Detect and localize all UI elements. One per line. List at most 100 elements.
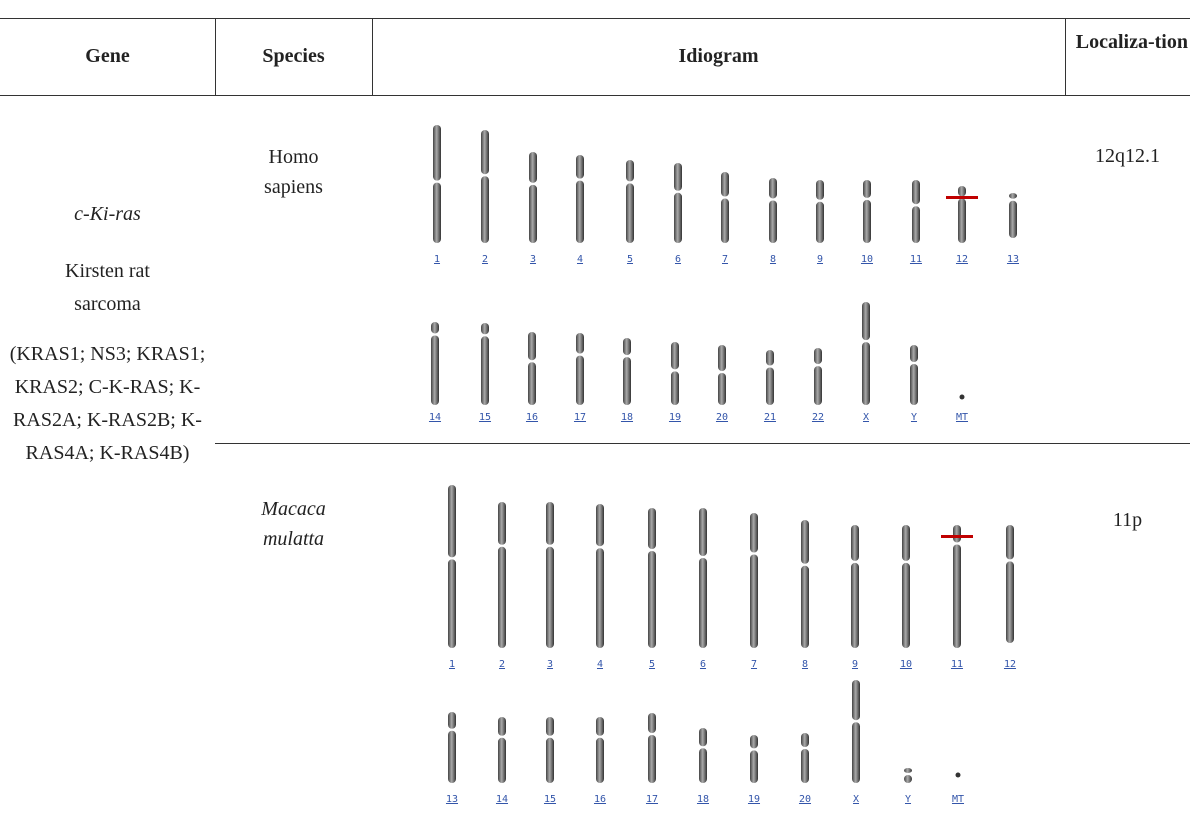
p-arm — [801, 520, 809, 564]
chromosome-label: 20 — [716, 412, 728, 423]
p-arm — [750, 513, 758, 553]
q-arm — [623, 357, 631, 405]
p-arm — [498, 502, 506, 545]
q-arm — [862, 342, 870, 405]
chromosome — [448, 485, 456, 648]
q-arm — [529, 185, 537, 243]
p-arm — [718, 345, 726, 371]
q-arm — [766, 368, 774, 406]
chromosome — [674, 163, 682, 243]
chromosome-label: MT — [952, 794, 964, 805]
chromosome-label: 11 — [910, 254, 922, 265]
chromosome-label: X — [853, 794, 859, 805]
chromosome — [596, 717, 604, 783]
chromosome — [814, 348, 822, 405]
chromosome — [750, 513, 758, 648]
p-arm — [498, 717, 506, 736]
chromosome-label: 4 — [597, 659, 603, 670]
chromosome — [766, 350, 774, 405]
chromosome — [851, 525, 859, 648]
chromosome-label: 7 — [751, 659, 757, 670]
q-arm — [851, 563, 859, 648]
p-arm — [912, 180, 920, 204]
chromosome-label: 13 — [1007, 254, 1019, 265]
chromosome — [721, 172, 729, 243]
q-arm — [498, 738, 506, 783]
p-arm — [816, 180, 824, 200]
q-arm — [648, 551, 656, 648]
chromosome-label: X — [863, 412, 869, 423]
q-arm — [576, 181, 584, 243]
q-arm — [1006, 561, 1014, 643]
p-arm — [671, 342, 679, 369]
gene-locus — [941, 535, 973, 538]
chromosome — [960, 395, 965, 400]
p-arm — [721, 172, 729, 197]
chromosome — [801, 520, 809, 648]
chromosome-label: 19 — [748, 794, 760, 805]
chromosome-label: 15 — [479, 412, 491, 423]
chromosome — [801, 733, 809, 783]
chromosome — [529, 152, 537, 243]
p-arm — [851, 525, 859, 561]
p-arm — [1006, 525, 1014, 559]
p-arm — [699, 728, 707, 746]
chromosome — [946, 186, 978, 243]
chromosome — [481, 323, 489, 405]
p-arm — [481, 130, 489, 174]
q-arm — [953, 544, 961, 648]
chromosome — [941, 525, 973, 648]
p-arm — [529, 152, 537, 183]
chromosome-label: 16 — [594, 794, 606, 805]
chromosome-label: 17 — [646, 794, 658, 805]
q-arm — [576, 356, 584, 405]
p-arm — [648, 508, 656, 549]
chromosome-label: 18 — [697, 794, 709, 805]
q-arm — [596, 548, 604, 648]
p-arm — [626, 160, 634, 181]
q-arm — [699, 748, 707, 783]
p-arm — [814, 348, 822, 364]
chromosome-label: 1 — [449, 659, 455, 670]
chromosome — [626, 160, 634, 243]
p-arm — [852, 680, 860, 720]
q-arm — [910, 364, 918, 405]
chromosome — [956, 773, 961, 778]
chromosome-label: 11 — [951, 659, 963, 670]
chromosome — [699, 508, 707, 648]
chromosome — [498, 717, 506, 783]
chromosome-label: 7 — [722, 254, 728, 265]
p-arm — [1009, 193, 1017, 199]
q-arm — [448, 731, 456, 783]
chromosome-label: 13 — [446, 794, 458, 805]
p-arm — [910, 345, 918, 362]
p-arm — [576, 155, 584, 179]
chromosome — [528, 332, 536, 405]
q-arm — [750, 555, 758, 649]
chromosome — [433, 125, 441, 243]
q-arm — [648, 735, 656, 783]
q-arm — [904, 775, 912, 783]
chromosome-label: 2 — [482, 254, 488, 265]
q-arm — [721, 199, 729, 243]
p-arm — [862, 302, 870, 340]
chromosome — [1009, 193, 1017, 238]
chromosome — [576, 333, 584, 405]
chromosome — [576, 155, 584, 243]
p-arm — [596, 717, 604, 736]
p-arm — [750, 735, 758, 748]
q-arm — [546, 547, 554, 648]
p-arm — [431, 322, 439, 333]
q-arm — [448, 559, 456, 648]
p-arm — [953, 525, 961, 542]
chromosome — [623, 338, 631, 405]
chromosome-label: 6 — [700, 659, 706, 670]
chromosome-label: 22 — [812, 412, 824, 423]
chromosome — [862, 302, 870, 405]
q-arm — [958, 198, 966, 243]
q-arm — [546, 738, 554, 783]
chromosome-label: 3 — [547, 659, 553, 670]
p-arm — [433, 125, 441, 181]
chromosome-label: 16 — [526, 412, 538, 423]
q-arm — [699, 558, 707, 648]
